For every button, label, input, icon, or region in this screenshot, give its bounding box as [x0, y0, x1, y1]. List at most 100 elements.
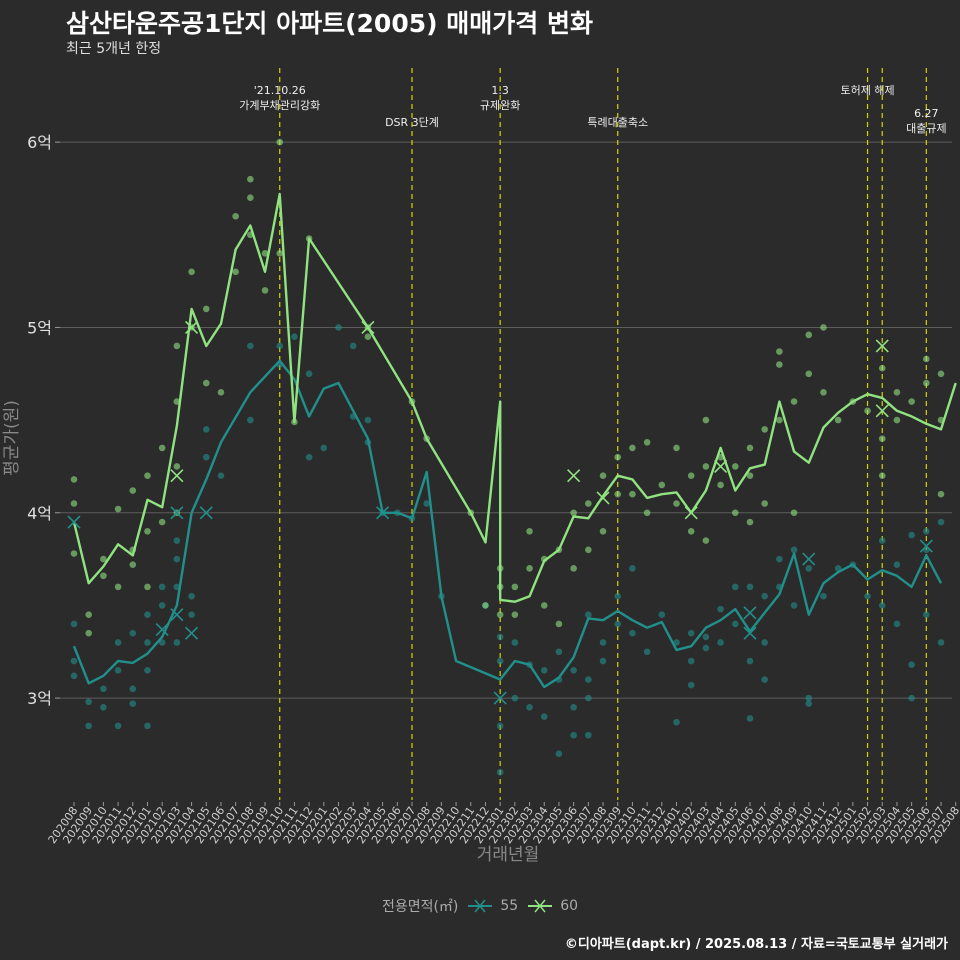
point-60 [643, 509, 651, 517]
point-60 [599, 472, 607, 479]
legend: 전용면적(㎡) 55 60 [0, 896, 960, 916]
point-60 [158, 518, 166, 526]
point-60 [937, 370, 945, 378]
x-marker-55 [199, 506, 213, 520]
point-55 [247, 416, 254, 424]
point-55 [158, 639, 166, 646]
point-60 [540, 602, 548, 609]
point-55 [555, 750, 563, 757]
point-55 [540, 713, 548, 720]
point-55 [673, 718, 680, 726]
point-60 [702, 416, 710, 424]
point-55 [761, 676, 768, 683]
point-60 [629, 490, 636, 498]
x-marker-60 [361, 320, 375, 335]
point-60 [864, 407, 871, 415]
point-60 [555, 620, 563, 628]
line-60 [72, 192, 957, 603]
point-60 [614, 453, 622, 461]
point-60 [144, 583, 151, 591]
point-55 [511, 694, 519, 702]
x-marker-60 [567, 469, 581, 483]
point-55 [320, 444, 328, 452]
point-55 [599, 657, 607, 665]
point-60 [144, 472, 151, 479]
point-55 [570, 704, 577, 711]
event-label: 1.3 [491, 84, 509, 97]
gridlines [60, 141, 952, 699]
point-60 [878, 472, 886, 479]
point-60 [158, 444, 166, 452]
point-60 [893, 416, 901, 424]
point-55 [173, 639, 181, 646]
x-marker-55 [170, 506, 184, 520]
point-55 [144, 611, 151, 618]
point-60 [878, 364, 886, 372]
point-55 [70, 657, 78, 665]
point-60 [805, 331, 813, 339]
x-marker-55 [493, 691, 507, 705]
point-55 [702, 644, 710, 652]
x-marker-55 [743, 606, 757, 620]
x-marker-55 [376, 506, 390, 520]
point-60 [673, 444, 680, 452]
x-marker-55 [743, 626, 757, 640]
point-60 [247, 194, 254, 202]
point-55 [423, 500, 430, 507]
point-60 [746, 472, 754, 479]
point-60 [173, 463, 181, 470]
point-60 [129, 487, 137, 494]
point-55 [761, 592, 768, 600]
point-55 [937, 518, 945, 526]
x-marker-60 [184, 320, 199, 335]
point-55 [496, 657, 504, 665]
point-55 [70, 620, 78, 628]
point-60 [805, 370, 813, 378]
point-60 [202, 305, 210, 313]
point-55 [570, 731, 577, 739]
point-60 [834, 416, 842, 424]
point-55 [158, 583, 166, 591]
point-60 [820, 324, 827, 331]
point-55 [643, 648, 651, 656]
point-55 [614, 592, 622, 600]
point-55 [717, 605, 724, 613]
event-label: 대출규제 [906, 122, 946, 135]
point-55 [908, 531, 915, 539]
point-55 [937, 639, 945, 646]
point-55 [805, 694, 813, 702]
point-60 [923, 355, 930, 363]
point-60 [790, 398, 798, 405]
point-60 [276, 250, 284, 257]
x-marker-60 [875, 339, 889, 353]
point-55 [570, 666, 577, 674]
point-60 [114, 505, 122, 513]
point-55 [188, 611, 195, 618]
point-55 [658, 611, 666, 618]
point-55 [790, 602, 798, 609]
point-55 [731, 583, 739, 591]
point-55 [540, 666, 548, 674]
point-55 [878, 602, 886, 609]
legend-item-60: 60 [526, 898, 578, 914]
point-60 [776, 416, 783, 424]
point-55 [247, 342, 254, 350]
point-55 [820, 592, 827, 600]
point-55 [629, 565, 636, 572]
point-55 [173, 537, 181, 544]
point-55 [673, 639, 680, 646]
y-tick-label: 5억 [27, 318, 52, 337]
point-60 [247, 175, 254, 183]
event-label: 가계부채관리강화 [239, 99, 320, 112]
point-55 [202, 453, 210, 461]
point-55 [923, 527, 930, 535]
legend-item-55: 55 [466, 898, 518, 914]
point-55 [893, 620, 901, 628]
point-60 [526, 565, 533, 572]
point-60 [658, 481, 666, 489]
point-60 [878, 435, 886, 442]
point-55 [335, 324, 342, 331]
point-55 [129, 629, 137, 637]
